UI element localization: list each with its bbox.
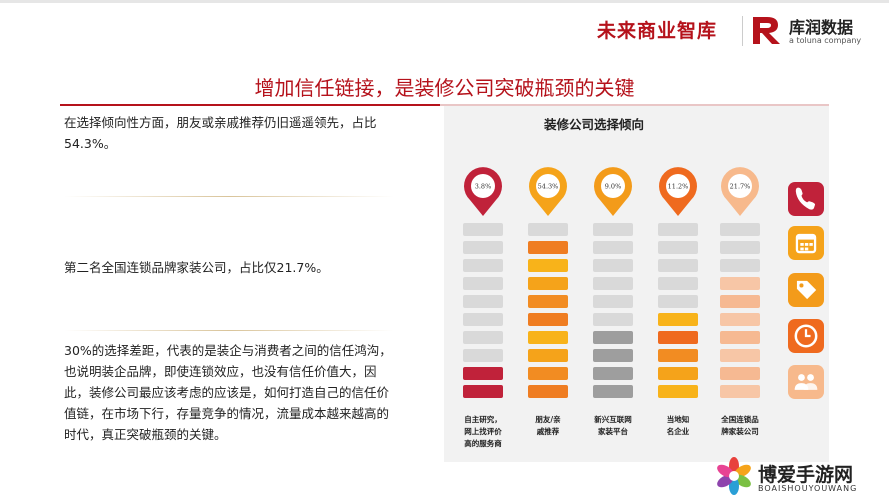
bar-block-empty xyxy=(463,295,503,308)
value-label: 21.7% xyxy=(730,183,751,191)
bar-block-filled xyxy=(658,385,698,398)
bar-block-empty xyxy=(463,349,503,362)
bar-block-empty xyxy=(463,277,503,290)
brand-kurun-name: 库润数据 xyxy=(789,18,854,37)
clock-icon xyxy=(788,319,824,353)
watermark-flower-icon xyxy=(717,457,751,495)
value-pin: 54.3% xyxy=(529,167,567,216)
page-title: 增加信任链接，是装修公司突破瓶颈的关键 xyxy=(254,76,635,100)
bar-block-empty xyxy=(658,241,698,254)
value-pin: 11.2% xyxy=(659,167,697,216)
bar-block-filled xyxy=(658,367,698,380)
bar-block-filled xyxy=(658,331,698,344)
category-label: 全国连锁品 牌家装公司 xyxy=(721,415,759,436)
chart-title: 装修公司选择倾向 xyxy=(543,117,644,132)
phone-icon xyxy=(788,182,824,216)
bar-block-filled xyxy=(528,367,568,380)
watermark-subtitle: BOAISHOUYOUWANG xyxy=(758,484,858,493)
bar-block-empty xyxy=(463,331,503,344)
bar-block-filled xyxy=(658,313,698,326)
value-pin: 3.8% xyxy=(464,167,502,216)
bar-block-filled xyxy=(593,385,633,398)
bar-block-filled xyxy=(528,259,568,272)
title-underline xyxy=(60,104,440,106)
bar-block-empty xyxy=(593,223,633,236)
bar-block-filled xyxy=(720,277,760,290)
bar-block-filled xyxy=(528,277,568,290)
bar-block-filled xyxy=(528,349,568,362)
bar-block-filled xyxy=(720,313,760,326)
calendar-icon xyxy=(788,226,824,260)
bar-block-empty xyxy=(720,241,760,254)
paragraph-3: 30%的选择差距，代表的是装企与消费者之间的信任鸿沟，也说明装企品牌，即使连锁效… xyxy=(64,343,392,442)
category-label: 朋友/亲 戚推荐 xyxy=(535,415,561,436)
chart-panel: 装修公司选择倾向 3.8% 54.3% 9.0% 11.2% 21.7% 自主研究， 网上… xyxy=(444,106,829,462)
value-pin: 9.0% xyxy=(594,167,632,216)
title-underline-light xyxy=(440,104,829,106)
bar-block-filled xyxy=(528,241,568,254)
bar-block-filled xyxy=(593,331,633,344)
kurun-logo-icon xyxy=(753,17,780,44)
bar-block-empty xyxy=(463,259,503,272)
paragraph-1: 在选择倾向性方面，朋友或亲戚推荐仍旧遥遥领先，占比54.3%。 xyxy=(64,115,377,151)
top-bar xyxy=(0,0,889,3)
bar-block-filled xyxy=(720,385,760,398)
bar-block-filled xyxy=(720,349,760,362)
brand-weilai-logo: 未来商业智库 xyxy=(597,20,718,42)
bar-block-filled xyxy=(720,367,760,380)
bar-block-empty xyxy=(720,223,760,236)
bar-block-filled xyxy=(720,331,760,344)
value-label: 3.8% xyxy=(475,183,492,191)
bar-block-empty xyxy=(463,241,503,254)
bar-block-filled xyxy=(658,349,698,362)
tag-icon xyxy=(788,273,824,307)
category-label: 当地知 名企业 xyxy=(666,415,690,436)
bar-block-filled xyxy=(528,313,568,326)
divider-1 xyxy=(64,196,394,197)
bar-block-filled xyxy=(528,385,568,398)
bar-block-filled xyxy=(463,367,503,380)
value-label: 11.2% xyxy=(668,183,689,191)
bar-block-filled xyxy=(463,385,503,398)
bar-block-empty xyxy=(463,223,503,236)
watermark-name: 博爱手游网 xyxy=(758,464,854,486)
value-label: 54.3% xyxy=(538,183,559,191)
bar-block-empty xyxy=(593,241,633,254)
value-label: 9.0% xyxy=(605,183,622,191)
bar-block-empty xyxy=(463,313,503,326)
paragraph-2: 第二名全国连锁品牌家装公司，占比仅21.7%。 xyxy=(64,260,329,275)
bar-block-filled xyxy=(593,349,633,362)
bar-block-empty xyxy=(528,223,568,236)
bar-block-empty xyxy=(593,259,633,272)
bar-block-empty xyxy=(593,277,633,290)
category-label: 自主研究， 网上找评价 高的服务商 xyxy=(464,415,502,448)
bar-block-empty xyxy=(720,259,760,272)
value-pin: 21.7% xyxy=(721,167,759,216)
people-icon xyxy=(788,365,824,399)
bar-block-empty xyxy=(658,223,698,236)
brand-separator xyxy=(742,16,743,46)
divider-2 xyxy=(64,330,394,331)
category-label: 新兴互联网 家装平台 xyxy=(594,415,632,436)
bar-block-filled xyxy=(528,295,568,308)
chart-svg: 3.8% 54.3% 9.0% 11.2% 21.7% xyxy=(463,167,760,398)
bar-block-filled xyxy=(720,295,760,308)
brand-kurun-subtitle: a toluna company xyxy=(789,36,862,45)
bar-block-empty xyxy=(658,259,698,272)
bar-block-empty xyxy=(658,277,698,290)
bar-block-empty xyxy=(658,295,698,308)
bar-block-empty xyxy=(593,313,633,326)
bar-block-empty xyxy=(593,295,633,308)
bar-block-filled xyxy=(593,367,633,380)
bar-block-filled xyxy=(528,331,568,344)
